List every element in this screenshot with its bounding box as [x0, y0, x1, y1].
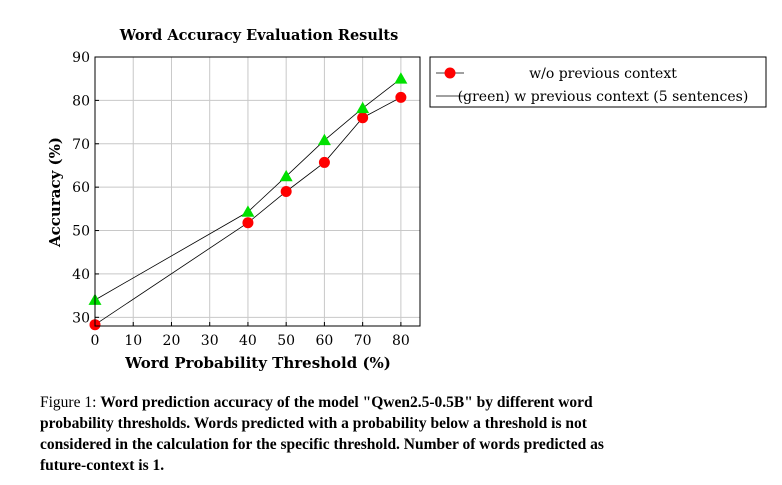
series-line-2 [94, 78, 402, 301]
x-tick-label: 0 [91, 333, 100, 349]
data-point-series-2 [317, 133, 331, 146]
chart-title: Word Accuracy Evaluation Results [119, 27, 399, 44]
data-point-series-2 [241, 205, 255, 217]
legend-box [429, 56, 767, 108]
y-tick-label: 30 [72, 310, 90, 326]
accuracy-chart: Word Accuracy Evaluation Results 0 10 20 30… [46, 27, 767, 372]
legend-label-2: (green) w previous context (5 sentences) [458, 89, 749, 105]
y-axis-ticks: 30 40 50 60 70 80 90 [72, 50, 99, 326]
caption-label: Figure 1: [40, 394, 97, 411]
figure-caption: Figure 1: Word prediction accuracy of th… [40, 392, 620, 476]
x-tick-label: 20 [163, 333, 181, 349]
grid-lines [94, 56, 420, 326]
caption-text: Word prediction accuracy of the model "Q… [40, 394, 604, 474]
data-point-series-2 [279, 169, 293, 182]
series-line-1 [94, 96, 402, 326]
x-axis-label: Word Probability Threshold (%) [124, 354, 391, 372]
x-tick-label: 80 [392, 333, 410, 349]
y-tick-label: 50 [72, 224, 90, 240]
data-point-series-2 [394, 72, 408, 84]
x-tick-label: 60 [315, 333, 333, 349]
x-tick-label: 50 [277, 333, 295, 349]
y-axis-label: Accuracy (%) [46, 137, 64, 248]
plot-area-frame [94, 56, 421, 327]
data-point-series-2 [356, 101, 370, 114]
y-tick-label: 90 [72, 50, 90, 66]
x-tick-label: 30 [201, 333, 219, 349]
y-tick-label: 80 [72, 93, 90, 109]
y-tick-label: 40 [72, 267, 90, 283]
legend: w/o previous context (green) w previous c… [429, 56, 767, 108]
legend-entries: w/o previous context (green) w previous c… [436, 66, 748, 105]
legend-marker-1 [444, 67, 456, 79]
legend-label-1: w/o previous context [529, 66, 677, 82]
data-point-series-1 [357, 112, 369, 124]
x-tick-label: 10 [124, 333, 142, 349]
x-axis-ticks: 0 10 20 30 40 50 60 70 80 [91, 322, 410, 349]
series-lines [94, 78, 402, 326]
x-tick-label: 70 [354, 333, 372, 349]
data-point-series-1 [395, 91, 407, 103]
y-tick-label: 70 [72, 137, 90, 153]
data-point-series-1 [318, 156, 330, 168]
x-tick-label: 40 [239, 333, 257, 349]
y-tick-label: 60 [72, 180, 90, 196]
data-point-series-1 [280, 186, 292, 197]
data-point-series-1 [242, 217, 254, 229]
series-markers [88, 72, 408, 331]
